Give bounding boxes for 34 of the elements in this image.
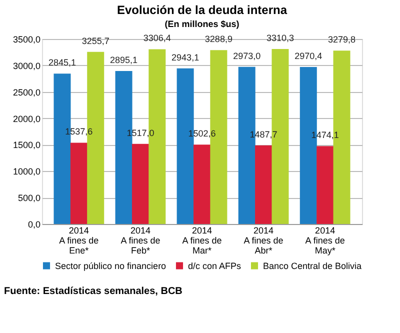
data-label: 2943,1	[172, 52, 200, 62]
y-tick-label: 3500,0	[12, 34, 40, 44]
data-label: 3310,3	[266, 33, 294, 44]
data-label: 3279,8	[328, 34, 356, 45]
legend-label: Sector público no financiero	[55, 260, 166, 271]
x-tick-label: 2014 A fines de Ene*	[59, 226, 99, 256]
bar	[132, 144, 149, 224]
data-label: 3255,7	[82, 36, 110, 46]
data-label: 3306,4	[143, 33, 171, 44]
data-label: 2973,0	[233, 50, 261, 61]
x-tick-label: 2014 A fines de Abr*	[244, 226, 284, 256]
legend-label: Banco Central de Bolivia	[263, 260, 362, 271]
y-tick-label: 0,0	[28, 220, 40, 230]
x-tick-label: 2014 A fines de Mar*	[182, 226, 222, 256]
y-tick-label: 1000,0	[12, 166, 40, 177]
data-label: 2845,1	[48, 58, 76, 68]
bar	[194, 144, 210, 224]
bar	[316, 146, 334, 224]
y-tick-label: 3000,0	[12, 60, 40, 71]
chart-subtitle: (En millones $us)	[164, 19, 240, 30]
y-tick-label: 2500,0	[12, 87, 40, 98]
y-tick-label: 1500,0	[12, 140, 40, 150]
y-tick-label: 500,0	[18, 193, 40, 204]
data-label: 3288,9	[204, 34, 232, 44]
data-label: 2895,1	[110, 54, 138, 65]
bar	[255, 145, 272, 224]
chart-title: Evolución de la deuda interna	[116, 3, 288, 18]
y-tick-label: 2000,0	[12, 114, 40, 124]
source-note: Fuente: Estadísticas semanales, BCB	[4, 286, 182, 297]
data-label: 2970,4	[294, 50, 322, 61]
x-tick-label: 2014 A fines de Feb*	[120, 226, 160, 256]
legend-label: d/c con AFPs	[188, 260, 242, 271]
bar	[70, 142, 88, 224]
x-tick-label: 2014 A fines de May*	[305, 226, 345, 256]
